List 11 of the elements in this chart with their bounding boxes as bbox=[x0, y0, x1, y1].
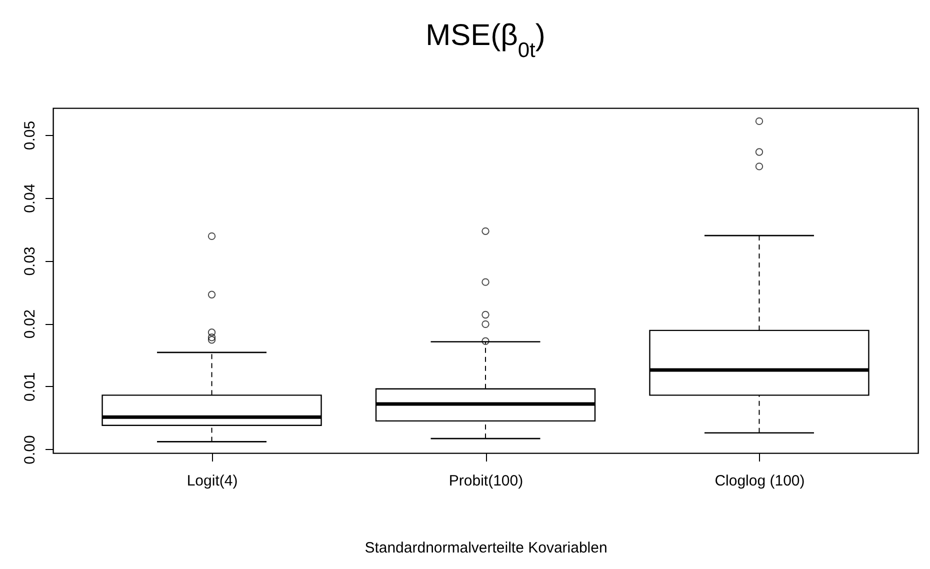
y-tick-label: 0.05 bbox=[22, 120, 38, 150]
x-axis-title: Standardnormalverteilte Kovariablen bbox=[364, 540, 608, 556]
y-tick-label: 0.04 bbox=[22, 184, 38, 213]
chart-title: MSE(β$_{0t}$) bbox=[426, 19, 546, 62]
y-tick-label: 0.00 bbox=[22, 435, 38, 464]
y-tick-label: 0.01 bbox=[22, 372, 38, 402]
x-tick-label: Logit(4) bbox=[186, 472, 238, 490]
x-tick-label: Probit(100) bbox=[448, 472, 524, 490]
y-tick-label: 0.02 bbox=[22, 309, 38, 339]
y-tick-label: 0.03 bbox=[22, 246, 38, 276]
x-tick-label: Cloglog (100) bbox=[714, 472, 805, 490]
